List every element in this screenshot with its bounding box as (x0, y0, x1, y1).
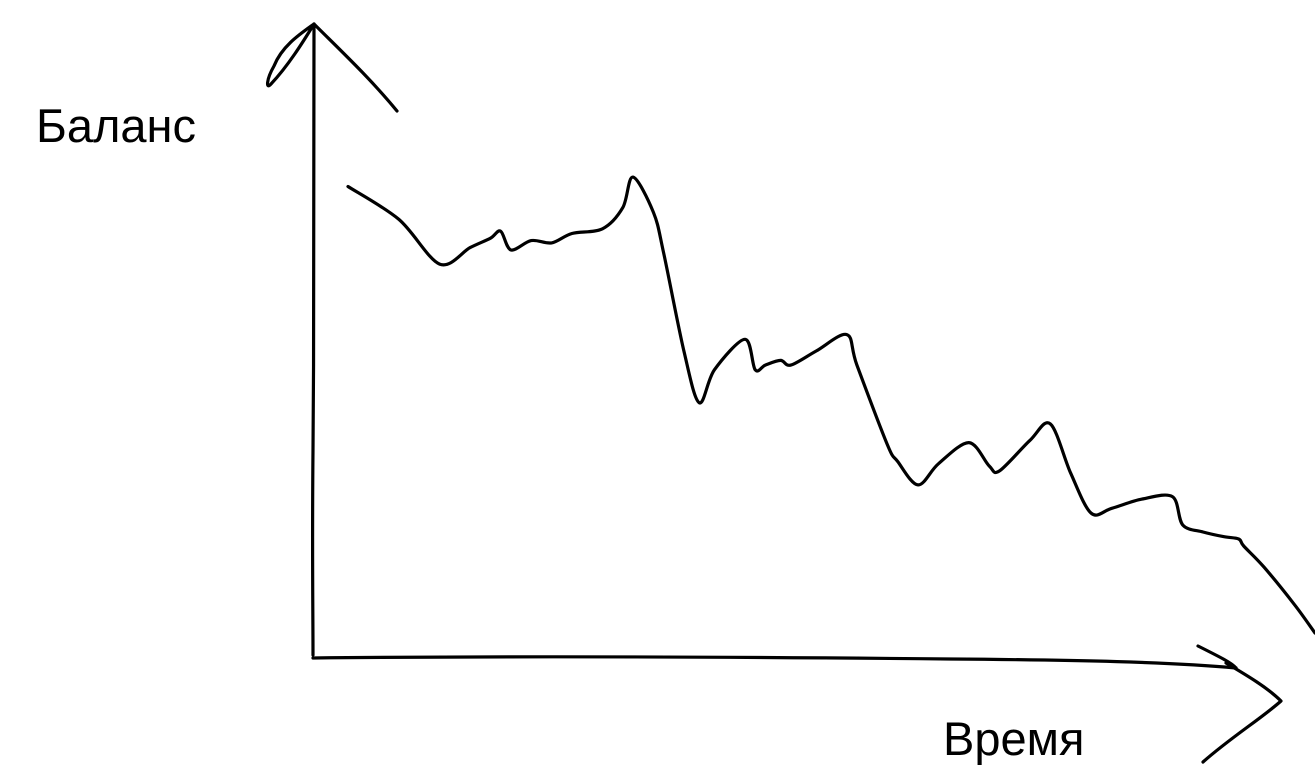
series-layer (346, 175, 1315, 635)
y-axis (310, 22, 317, 657)
y-axis-label: Баланс (36, 99, 196, 152)
x-axis-arrowhead (1196, 644, 1283, 764)
x-axis-label: Время (943, 712, 1084, 765)
x-axis (311, 655, 1238, 670)
y-axis-arrowhead (266, 22, 399, 113)
balance-line (346, 175, 1315, 635)
